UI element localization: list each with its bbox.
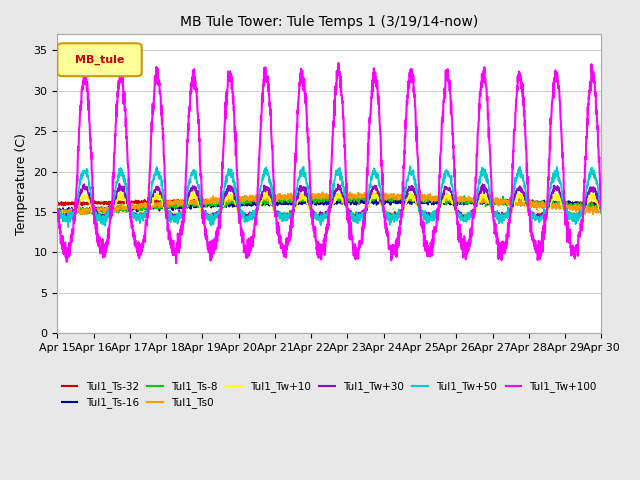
Title: MB Tule Tower: Tule Temps 1 (3/19/14-now): MB Tule Tower: Tule Temps 1 (3/19/14-now…: [180, 15, 479, 29]
Y-axis label: Temperature (C): Temperature (C): [15, 133, 28, 235]
Legend: Tul1_Ts-32, Tul1_Ts-16, Tul1_Ts-8, Tul1_Ts0, Tul1_Tw+10, Tul1_Tw+30, Tul1_Tw+50,: Tul1_Ts-32, Tul1_Ts-16, Tul1_Ts-8, Tul1_…: [58, 377, 601, 413]
FancyBboxPatch shape: [58, 43, 141, 76]
Text: MB_tule: MB_tule: [75, 55, 124, 65]
